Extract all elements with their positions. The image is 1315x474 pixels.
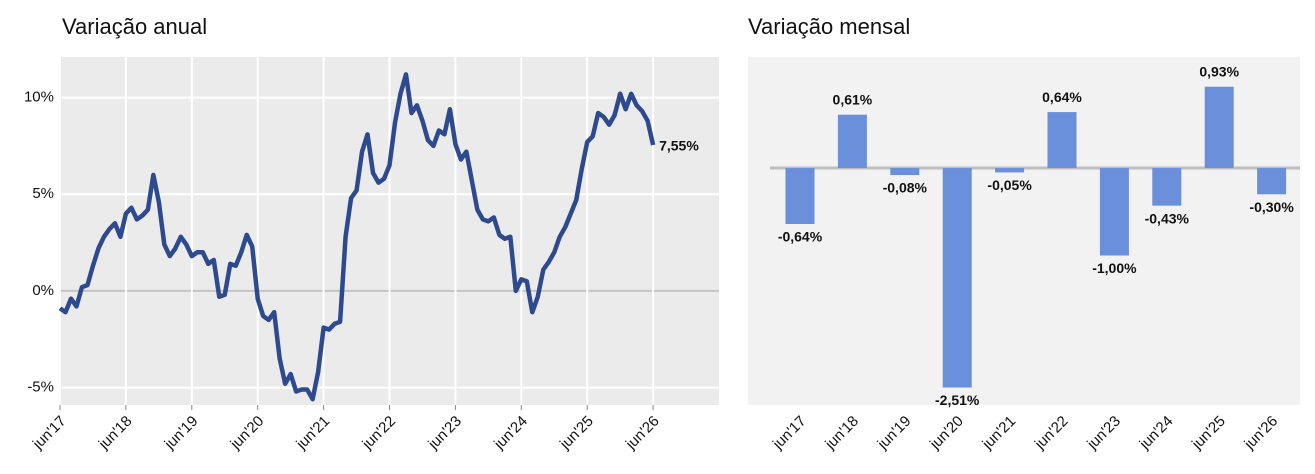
x-tick-label: jun'21 xyxy=(293,413,334,454)
y-tick-label: 0% xyxy=(32,282,54,299)
x-tick-label: jun'19 xyxy=(874,413,915,454)
x-tick-label: jun'20 xyxy=(227,413,268,454)
x-tick-label: jun'23 xyxy=(424,413,465,454)
y-tick-label: -5% xyxy=(27,379,54,396)
x-tick-label: jun'22 xyxy=(1031,413,1072,454)
bar xyxy=(1099,168,1129,256)
data-label: -2,51% xyxy=(935,392,980,408)
bar xyxy=(837,114,867,169)
data-label: -1,00% xyxy=(1092,260,1137,276)
data-label: 0,93% xyxy=(1199,63,1239,79)
x-tick-label: jun'24 xyxy=(1136,413,1177,454)
x-tick-label: jun'23 xyxy=(1083,413,1124,454)
x-tick-label: jun'26 xyxy=(622,413,663,454)
x-tick-label: jun'20 xyxy=(926,413,967,454)
x-tick-label: jun'25 xyxy=(556,413,597,454)
bar xyxy=(785,168,815,225)
y-tick-label: 10% xyxy=(24,89,54,106)
bar xyxy=(1047,112,1077,169)
bar xyxy=(1204,86,1234,169)
x-tick-label: jun'17 xyxy=(29,413,70,454)
bar xyxy=(995,168,1025,173)
bar xyxy=(1152,168,1182,206)
x-tick-label: jun'22 xyxy=(358,413,399,454)
data-label: -0,30% xyxy=(1249,199,1294,215)
line xyxy=(58,72,656,402)
chart-title: Variação anual xyxy=(62,14,207,39)
data-label: 0,61% xyxy=(833,91,873,107)
x-tick-label: jun'24 xyxy=(490,413,531,454)
bar xyxy=(1257,168,1287,195)
data-label: -0,05% xyxy=(987,177,1032,193)
data-label: 0,64% xyxy=(1042,89,1082,105)
bar xyxy=(942,168,972,388)
data-label: -0,64% xyxy=(778,229,823,245)
data-label: -0,08% xyxy=(883,180,928,196)
data-label: 7,55% xyxy=(659,138,699,154)
y-tick-label: 5% xyxy=(32,185,54,202)
x-tick-label: jun'17 xyxy=(769,413,810,454)
x-tick-label: jun'26 xyxy=(1241,413,1282,454)
x-tick-label: jun'21 xyxy=(979,413,1020,454)
x-tick-label: jun'25 xyxy=(1188,413,1229,454)
x-tick-label: jun'19 xyxy=(161,413,202,454)
bar xyxy=(890,168,920,176)
x-tick-label: jun'18 xyxy=(95,413,136,454)
data-label: -0,43% xyxy=(1145,210,1190,226)
chart-title: Variação mensal xyxy=(748,14,910,39)
x-tick-label: jun'18 xyxy=(821,413,862,454)
